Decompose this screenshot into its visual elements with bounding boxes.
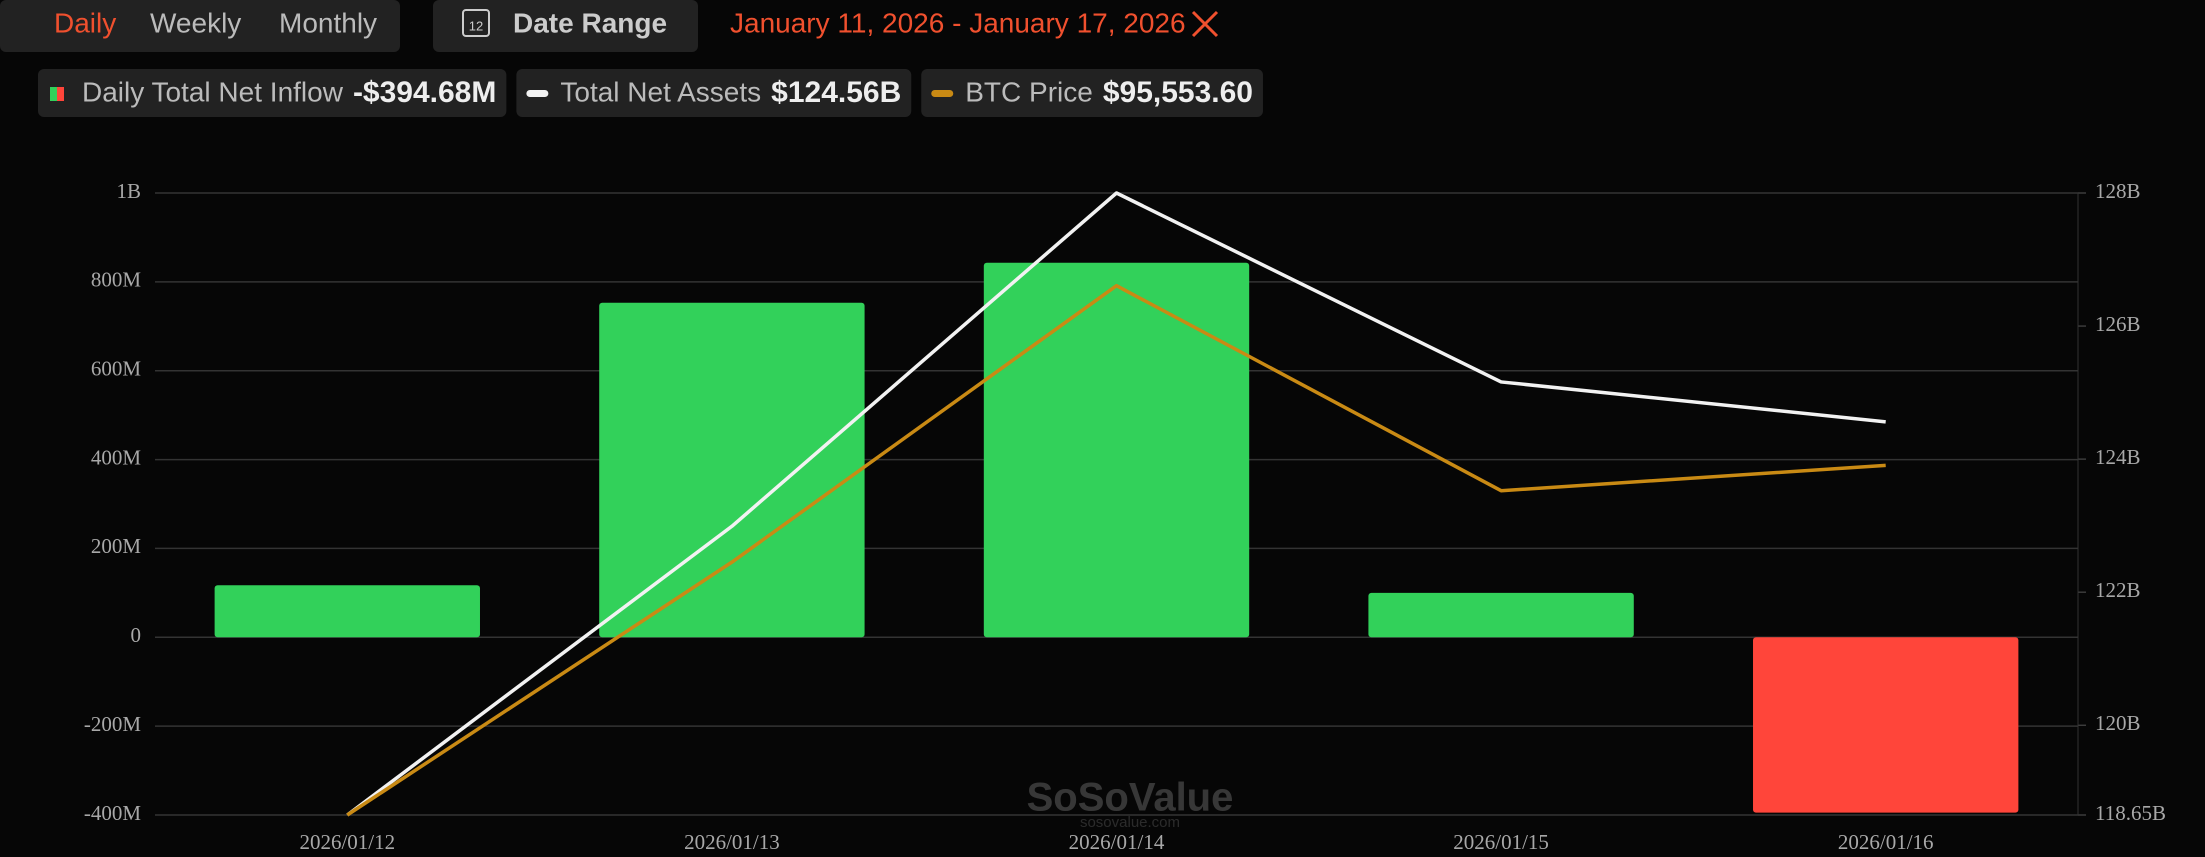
line: [346, 283, 1886, 817]
plot: -400M -200M 0 200M 400M 600M 800M 1B 118.65B 120B…: [84, 179, 2166, 854]
legend-bg: [516, 69, 912, 117]
legend-value: $95,553.60: [1103, 76, 1253, 109]
y2-tick-label: 126B: [2095, 312, 2141, 336]
legend-bg: [921, 69, 1263, 117]
clear-button[interactable]: [1191, 10, 1219, 38]
legend-swatch: [931, 90, 954, 97]
watermark-url: sosovalue.com: [1080, 814, 1180, 831]
tab-group: [0, 0, 400, 52]
y2-tick-label: 124B: [2095, 445, 2141, 469]
bar: [599, 302, 865, 638]
bar: [1753, 637, 2019, 813]
tab[interactable]: Weekly: [150, 7, 241, 38]
watermark: SoSoValue: [1027, 776, 1234, 820]
y-tick-label: 800M: [91, 268, 142, 292]
y-tick-label: -400M: [84, 801, 141, 825]
x-tick-label: 2026/01/16: [1838, 830, 1934, 854]
y2-tick-label: 120B: [2095, 711, 2141, 735]
legend-label: Daily Total Net Inflow: [82, 76, 344, 107]
legend-value: -$394.68M: [353, 76, 496, 109]
y2-tick-label: 128B: [2095, 179, 2141, 203]
legend-item: BTC Price $95,553.60: [921, 69, 1263, 117]
y2-tick-label: 122B: [2095, 578, 2141, 602]
legend-label: BTC Price: [965, 76, 1093, 107]
line: [346, 191, 1886, 817]
date-range-button[interactable]: [433, 0, 698, 52]
legend-value: $124.56B: [771, 76, 901, 109]
bar: [214, 585, 480, 638]
date-range: January 11, 2026 - January 17, 2026: [730, 7, 1186, 38]
legend-bg: [38, 69, 507, 117]
legend-item: Total Net Assets $124.56B: [516, 69, 912, 117]
y-tick-label: 600M: [91, 357, 142, 381]
y-tick-label: 1B: [116, 179, 141, 203]
legend-label: Total Net Assets: [560, 76, 761, 107]
bar: [983, 262, 1250, 638]
legend-item: Daily Total Net Inflow -$394.68M: [38, 69, 507, 117]
tab[interactable]: Monthly: [279, 7, 377, 38]
y2-tick-label: 118.65B: [2095, 801, 2166, 825]
x-tick-label: 2026/01/12: [299, 830, 395, 854]
legend-swatch: [57, 87, 64, 101]
bar: [1368, 592, 1634, 638]
y-tick-label: 200M: [91, 534, 142, 558]
x-tick-label: 2026/01/15: [1453, 830, 1549, 854]
legend-swatch: [526, 90, 549, 97]
tab[interactable]: Daily: [54, 7, 116, 38]
x-tick-label: 2026/01/13: [684, 830, 780, 854]
calendar-day: 12: [469, 18, 483, 33]
legend-swatch: [50, 87, 57, 101]
legend: Daily Total Net Inflow -$394.68M Total Net…: [38, 69, 1263, 117]
y-tick-label: 400M: [91, 445, 142, 469]
y-tick-label: -200M: [84, 712, 141, 736]
x-tick-label: 2026/01/14: [1069, 830, 1165, 854]
date-range-label: Date Range: [513, 7, 667, 38]
y-tick-label: 0: [131, 623, 142, 647]
calendar-icon: [462, 9, 490, 37]
